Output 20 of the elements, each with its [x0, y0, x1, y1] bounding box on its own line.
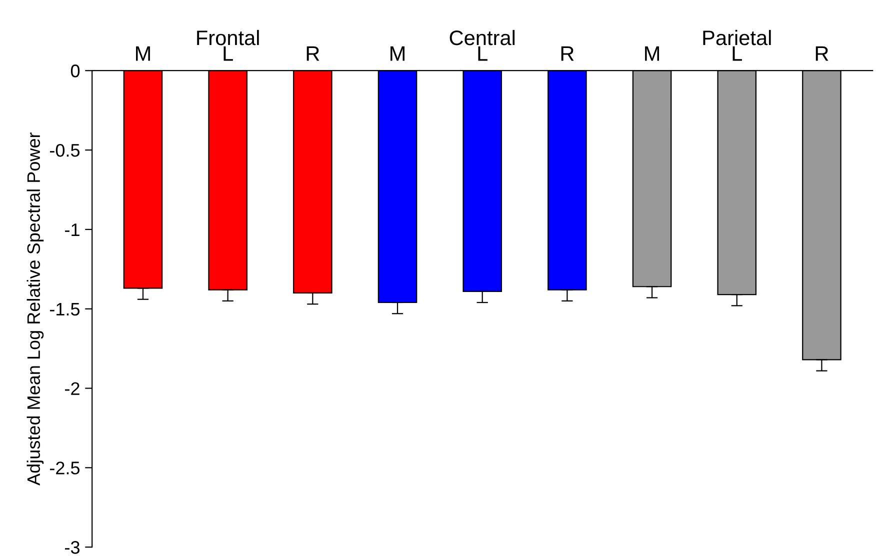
x-tick-label: M	[136, 46, 150, 61]
text: Frontal	[197, 30, 259, 46]
x-tick-label: L	[224, 46, 233, 61]
text: Parietal	[703, 30, 771, 46]
y-tick-label: 0	[70, 64, 80, 78]
y-tick-label: -1	[65, 224, 80, 236]
x-tick-label: M	[645, 46, 659, 61]
y-axis-title: Adjusted Mean Log Relative Spectral Power	[26, 132, 44, 486]
x-tick-label: L	[732, 46, 742, 61]
text: Central	[450, 30, 515, 46]
x-tick-label: R	[306, 46, 320, 61]
y-tick-label: -3	[65, 541, 80, 554]
y-tick-label: -2.5	[50, 462, 80, 474]
y-tick-label: -0.5	[50, 144, 80, 157]
x-tick-label: L	[478, 46, 488, 61]
x-tick-label: R	[561, 46, 574, 61]
x-tick-label: M	[390, 46, 404, 61]
y-tick-label: -1.5	[50, 302, 80, 316]
y-tick-label: -2	[65, 382, 80, 395]
x-tick-label: R	[816, 46, 828, 61]
